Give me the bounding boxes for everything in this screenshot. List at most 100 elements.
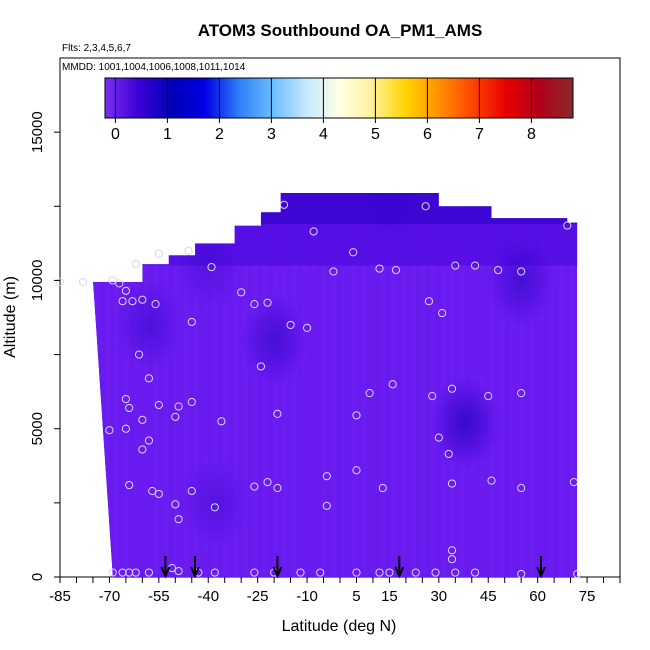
sample-point	[55, 277, 65, 287]
heatmap-cell	[237, 192, 243, 577]
heatmap-clip-group	[92, 192, 578, 577]
sample-point	[144, 436, 154, 445]
sample-point	[250, 482, 259, 491]
x-tick-label: -40	[197, 588, 219, 605]
heatmap-cell	[465, 192, 471, 577]
heatmap-cell	[396, 192, 401, 577]
heatmap-cell	[287, 192, 293, 577]
x-axis-label: Latitude (deg N)	[282, 618, 397, 635]
sample-point	[378, 483, 387, 493]
heatmap-cell	[114, 278, 183, 371]
sample-point	[517, 389, 526, 398]
sample-point	[428, 391, 437, 401]
sample-point	[78, 277, 88, 287]
sample-point	[154, 249, 163, 258]
sample-point	[138, 295, 147, 304]
sample-point	[365, 389, 374, 398]
heatmap-cell	[168, 192, 174, 577]
sample-point	[273, 409, 282, 418]
flight-arrow	[272, 556, 283, 579]
sample-point	[434, 433, 443, 442]
sample-point	[151, 300, 160, 309]
sample-point	[411, 568, 420, 577]
heatmap-cell	[455, 192, 461, 577]
heatmap-cell	[218, 192, 224, 577]
heatmap-cell	[356, 192, 362, 577]
sample-point	[125, 568, 134, 577]
y-tick-label: 15000	[29, 111, 46, 153]
heatmap-field	[92, 192, 578, 577]
heatmap-cell	[297, 192, 303, 577]
heatmap-cell	[346, 192, 352, 577]
sample-point	[263, 298, 272, 307]
sample-point	[451, 261, 460, 270]
heatmap-cell	[158, 192, 164, 577]
y-tick-label: 5000	[29, 412, 46, 445]
heatmap-cell	[431, 376, 500, 469]
sample-point	[131, 260, 140, 269]
x-tick-label: 5	[352, 588, 360, 605]
heatmap-cell	[514, 192, 520, 577]
sample-point	[349, 248, 358, 257]
heatmap-cell	[504, 192, 510, 577]
sample-point	[128, 297, 137, 306]
sample-point	[309, 227, 318, 236]
sample-point	[108, 276, 117, 285]
colorbar-tick-label: 8	[527, 126, 536, 143]
heatmap-cell	[188, 192, 194, 577]
heatmap-cell	[240, 293, 309, 386]
sample-point	[322, 472, 331, 481]
flight-arrow	[190, 556, 200, 579]
sample-point	[563, 221, 572, 230]
heatmap-cell	[355, 192, 424, 247]
x-tick-label: 60	[529, 588, 546, 605]
heatmap-cell	[178, 192, 184, 577]
colorbar-tick-label: 3	[267, 126, 276, 143]
sample-point	[171, 412, 180, 421]
sample-point	[447, 384, 457, 393]
sample-point	[118, 568, 127, 577]
sample-point	[352, 568, 361, 577]
x-tick-label: -70	[99, 588, 121, 605]
sample-point	[138, 415, 147, 424]
sample-point	[144, 568, 154, 577]
sample-point	[444, 449, 453, 459]
x-axis: -85 -70 -55 -40 -25 -10 5 15 30 45 60 75	[49, 577, 621, 605]
sample-point	[273, 483, 282, 493]
colorbar: 0 1 2 3 4 5 6 7 8	[104, 77, 574, 143]
x-tick-label: -25	[247, 588, 269, 605]
heatmap-cell	[180, 456, 249, 549]
sample-point	[174, 515, 183, 524]
heatmap-cell	[208, 192, 214, 577]
sample-point	[438, 308, 447, 318]
colorbar-gradient	[104, 77, 574, 119]
heatmap-cell	[267, 192, 273, 577]
sample-point	[424, 297, 434, 306]
sample-point	[286, 320, 295, 330]
heatmap-cell	[415, 192, 421, 577]
x-tick-label: 15	[381, 588, 398, 605]
sample-point	[573, 569, 582, 579]
x-tick-label: 45	[480, 588, 497, 605]
sample-point	[375, 264, 384, 273]
heatmap-cell	[247, 192, 253, 577]
sample-point	[131, 568, 140, 577]
sample-point	[385, 568, 394, 577]
heatmap-cell	[435, 192, 441, 577]
sample-point	[121, 424, 130, 433]
x-tick-label: -55	[148, 588, 170, 605]
colorbar-tick-label: 2	[215, 126, 224, 143]
sample-point	[187, 397, 196, 407]
sample-point	[431, 568, 440, 577]
heatmap-cell	[564, 192, 569, 577]
heatmap-cell	[326, 192, 332, 577]
sample-point	[210, 568, 219, 577]
sample-point	[256, 362, 266, 371]
chart-title: ATOM3 Southbound OA_PM1_AMS	[198, 21, 483, 40]
sample-point	[125, 403, 134, 413]
sample-point	[108, 568, 117, 577]
sample-point	[447, 555, 457, 564]
sample-point	[154, 400, 163, 410]
sample-point	[302, 323, 312, 332]
sample-point	[391, 265, 401, 275]
